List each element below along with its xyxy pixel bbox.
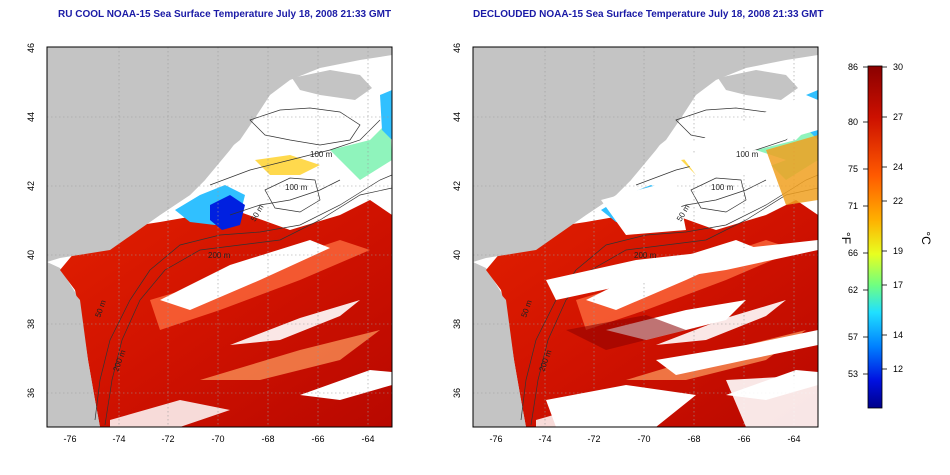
- y-tick-label: 36: [26, 388, 36, 398]
- c-tick-label: 17: [893, 280, 903, 290]
- left-y-ticks: 46 44 42 40 38 36: [26, 43, 36, 398]
- x-tick-label: -76: [63, 434, 76, 444]
- celsius-unit-label: °C: [919, 231, 933, 245]
- f-tick-label: 57: [848, 332, 858, 342]
- x-tick-label: -74: [538, 434, 551, 444]
- contour-label: 100 m: [736, 150, 759, 159]
- y-tick-label: 38: [452, 319, 462, 329]
- x-tick-label: -68: [261, 434, 274, 444]
- f-tick-label: 62: [848, 285, 858, 295]
- c-tick-label: 22: [893, 196, 903, 206]
- temperature-colorbar: 86 80 75 71 66 62 57 53 30 27 24 22 19 1…: [839, 62, 933, 409]
- x-tick-label: -72: [161, 434, 174, 444]
- right-map-title: DECLOUDED NOAA-15 Sea Surface Temperatur…: [473, 9, 824, 20]
- right-x-ticks: -76 -74 -72 -70 -68 -66 -64: [489, 434, 800, 444]
- colorbar-gradient: [867, 65, 883, 409]
- y-tick-label: 46: [26, 43, 36, 53]
- y-tick-label: 46: [452, 43, 462, 53]
- c-tick-label: 14: [893, 330, 903, 340]
- contour-label: 100 m: [285, 183, 308, 192]
- contour-label: 100 m: [310, 150, 333, 159]
- x-tick-label: -76: [489, 434, 502, 444]
- y-tick-label: 40: [452, 250, 462, 260]
- x-tick-label: -64: [787, 434, 800, 444]
- y-tick-label: 44: [26, 112, 36, 122]
- y-tick-label: 44: [452, 112, 462, 122]
- x-tick-label: -64: [361, 434, 374, 444]
- c-tick-label: 27: [893, 112, 903, 122]
- f-tick-label: 71: [848, 201, 858, 211]
- c-tick-label: 30: [893, 62, 903, 72]
- left-map-panel: 100 m 100 m 50 m 200 m 50 m 200 m -76 -7…: [26, 43, 393, 444]
- x-tick-label: -68: [687, 434, 700, 444]
- f-tick-label: 80: [848, 117, 858, 127]
- f-tick-label: 75: [848, 164, 858, 174]
- y-tick-label: 42: [26, 181, 36, 191]
- left-x-ticks: -76 -74 -72 -70 -68 -66 -64: [63, 434, 374, 444]
- contour-label: 100 m: [711, 183, 734, 192]
- right-map-panel: 100 m 100 m 50 m 200 m 50 m 200 m -76 -7…: [452, 43, 819, 444]
- fahrenheit-unit-label: °F: [839, 232, 853, 244]
- f-tick-label: 66: [848, 248, 858, 258]
- right-y-ticks: 46 44 42 40 38 36: [452, 43, 462, 398]
- y-tick-label: 38: [26, 319, 36, 329]
- f-tick-label: 53: [848, 369, 858, 379]
- x-tick-label: -66: [311, 434, 324, 444]
- c-tick-label: 24: [893, 162, 903, 172]
- celsius-ticks: 30 27 24 22 19 17 14 12: [893, 62, 903, 374]
- x-tick-label: -70: [637, 434, 650, 444]
- c-tick-label: 12: [893, 364, 903, 374]
- left-map-title: RU COOL NOAA-15 Sea Surface Temperature …: [58, 9, 392, 20]
- y-tick-label: 42: [452, 181, 462, 191]
- f-tick-label: 86: [848, 62, 858, 72]
- x-tick-label: -66: [737, 434, 750, 444]
- contour-label: 200 m: [208, 251, 231, 260]
- x-tick-label: -74: [112, 434, 125, 444]
- x-tick-label: -70: [211, 434, 224, 444]
- y-tick-label: 36: [452, 388, 462, 398]
- c-tick-label: 19: [893, 246, 903, 256]
- x-tick-label: -72: [587, 434, 600, 444]
- contour-label: 200 m: [634, 251, 657, 260]
- fahrenheit-ticks: 86 80 75 71 66 62 57 53: [848, 62, 858, 379]
- y-tick-label: 40: [26, 250, 36, 260]
